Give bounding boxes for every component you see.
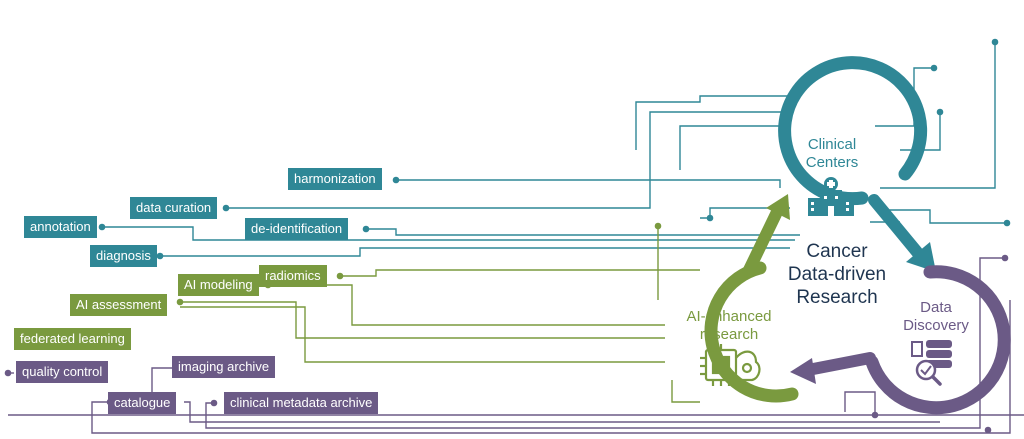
label-ai-modeling: AI modeling bbox=[178, 274, 259, 296]
data-discovery-line1: Data bbox=[920, 299, 952, 316]
connector-imaging-archive bbox=[151, 367, 172, 392]
hospital-icon bbox=[808, 177, 854, 216]
connector-purple-right bbox=[844, 391, 876, 415]
arrow-clinical-to-data bbox=[868, 194, 936, 272]
label-clinical-metadata-archive: clinical metadata archive bbox=[224, 392, 379, 414]
connector-de-identification bbox=[366, 228, 800, 236]
label-data-curation: data curation bbox=[130, 197, 218, 219]
connector-ai-assessment-b bbox=[180, 306, 665, 363]
purple-connectors bbox=[8, 257, 1024, 434]
connector-purple-mid bbox=[184, 401, 940, 423]
center-title-line3: Research bbox=[796, 287, 878, 308]
ai-enhanced-line1: AI-enhanced bbox=[686, 308, 772, 325]
connector-harmonization bbox=[396, 179, 781, 188]
ai-enhanced-line2: research bbox=[699, 326, 759, 343]
database-search-icon bbox=[911, 340, 952, 386]
arrow-ai-to-clinical bbox=[742, 194, 790, 278]
clinical-centers-line2: Centers bbox=[805, 154, 859, 171]
connector-right-d bbox=[880, 209, 1005, 224]
data-discovery-title: Data Discovery bbox=[886, 299, 986, 335]
label-radiomics: radiomics bbox=[259, 265, 327, 287]
label-annotation: annotation bbox=[24, 216, 97, 238]
connector-top-b bbox=[679, 125, 790, 170]
clinical-centers-title: Clinical Centers bbox=[790, 136, 874, 172]
label-diagnosis: diagnosis bbox=[90, 245, 157, 267]
connector-catalogue bbox=[91, 300, 1011, 434]
connector-top-a bbox=[635, 95, 800, 150]
data-discovery-line2: Discovery bbox=[903, 317, 969, 334]
data-discovery-ring bbox=[865, 265, 1011, 415]
connector-diagnosis bbox=[160, 247, 790, 257]
ai-enhanced-title: AI-enhanced research bbox=[676, 308, 782, 344]
clinical-centers-ring bbox=[778, 56, 928, 206]
label-quality-control: quality control bbox=[16, 361, 109, 383]
arrow-data-to-ai bbox=[790, 352, 876, 384]
connector-ai-assessment bbox=[180, 301, 665, 339]
center-title-line1: Cancer bbox=[806, 241, 868, 262]
center-title: Cancer Data-driven Research bbox=[772, 240, 902, 309]
label-imaging-archive: imaging archive bbox=[172, 356, 276, 378]
connector-annotation bbox=[102, 226, 795, 241]
connector-data-curation bbox=[226, 111, 790, 209]
label-harmonization: harmonization bbox=[288, 168, 382, 190]
clinical-centers-line1: Clinical bbox=[807, 136, 857, 153]
center-title-line2: Data-driven bbox=[787, 264, 887, 285]
label-de-identification: de-identification bbox=[245, 218, 349, 240]
label-catalogue: catalogue bbox=[108, 392, 177, 414]
connector-ai-modeling bbox=[268, 284, 665, 326]
label-ai-assessment: AI assessment bbox=[70, 294, 168, 316]
connector-top-c bbox=[700, 207, 790, 219]
teal-dots bbox=[98, 38, 1011, 260]
connector-clinical-metadata bbox=[205, 257, 1005, 429]
connector-radiomics bbox=[340, 269, 700, 277]
connector-low bbox=[671, 380, 700, 403]
connector-right-c bbox=[880, 42, 996, 189]
ai-brain-chip-icon bbox=[700, 344, 761, 386]
label-federated-learning: federated learning bbox=[14, 328, 131, 350]
